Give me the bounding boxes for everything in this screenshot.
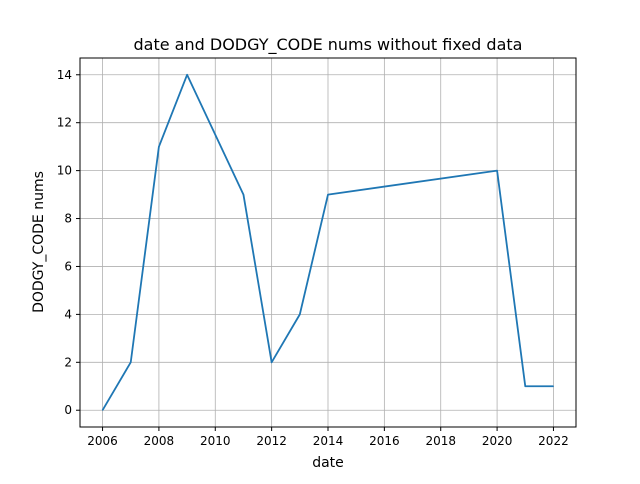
y-tick-label: 10 xyxy=(57,164,72,178)
data-point xyxy=(299,313,301,315)
series-layer xyxy=(101,73,554,411)
y-tick-label: 0 xyxy=(64,403,72,417)
y-tick-label: 4 xyxy=(64,307,72,321)
data-point xyxy=(186,74,188,76)
x-axis-label: date xyxy=(312,455,344,471)
x-tick-label: 2010 xyxy=(200,434,231,448)
chart-title: date and DODGY_CODE nums without fixed d… xyxy=(134,35,523,55)
x-tick-label: 2012 xyxy=(256,434,287,448)
y-axis-ticks: 0 2 4 6 8 10 12 14 xyxy=(57,68,80,417)
y-tick-label: 12 xyxy=(57,116,72,130)
data-point xyxy=(524,385,526,387)
x-tick-label: 2006 xyxy=(87,434,118,448)
data-point xyxy=(496,170,498,172)
y-tick-label: 14 xyxy=(57,68,72,82)
data-point xyxy=(242,194,244,196)
data-point xyxy=(158,146,160,148)
y-tick-label: 8 xyxy=(64,212,72,226)
x-tick-label: 2018 xyxy=(425,434,456,448)
x-tick-label: 2016 xyxy=(369,434,400,448)
y-tick-label: 6 xyxy=(64,259,72,273)
data-point xyxy=(327,194,329,196)
x-tick-label: 2022 xyxy=(538,434,569,448)
data-point xyxy=(130,361,132,363)
x-tick-label: 2014 xyxy=(313,434,344,448)
data-point xyxy=(271,361,273,363)
y-tick-label: 2 xyxy=(64,355,72,369)
data-point xyxy=(552,385,554,387)
grid-lines xyxy=(80,58,576,427)
x-tick-label: 2008 xyxy=(144,434,175,448)
x-tick-label: 2020 xyxy=(482,434,513,448)
y-axis-label: DODGY_CODE nums xyxy=(31,171,47,313)
x-axis-ticks: 2006 2008 2010 2012 2014 2016 2018 2020 2022 xyxy=(87,427,569,448)
data-point xyxy=(102,409,104,411)
